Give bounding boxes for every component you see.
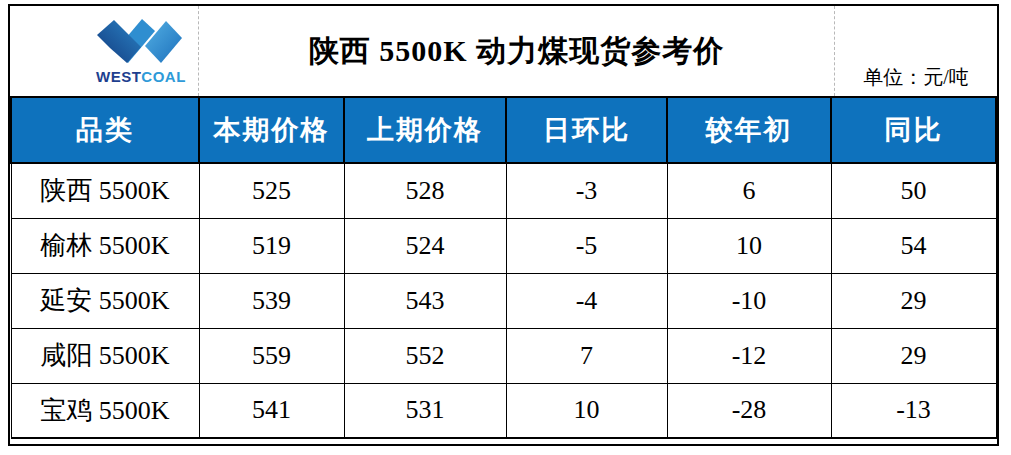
value-cell: 54 [831,218,996,273]
column-header: 上期价格 [344,97,506,163]
value-cell: 528 [344,163,506,218]
value-cell: -12 [667,328,831,383]
column-header: 日环比 [506,97,667,163]
value-cell: 10 [506,383,667,438]
value-cell: 552 [344,328,506,383]
unit-section: 单位：元/吨 [834,6,997,96]
logo-word-coal: COAL [141,68,186,85]
price-table-card: WESTCOAL 陕西 5500K 动力煤现货参考价 单位：元/吨 品类本期价格… [8,4,999,446]
westcoal-logo-icon [97,18,183,66]
value-cell: 539 [199,273,344,328]
table-row: 陕西 5500K525528-3650 [11,163,996,218]
table-row: 榆林 5500K519524-51054 [11,218,996,273]
value-cell: 50 [831,163,996,218]
value-cell: 519 [199,218,344,273]
value-cell: 531 [344,383,506,438]
table-row: 宝鸡 5500K54153110-28-13 [11,383,996,438]
value-cell: -10 [667,273,831,328]
value-cell: -13 [831,383,996,438]
westcoal-logo: WESTCOAL [96,18,184,85]
category-cell: 宝鸡 5500K [11,383,199,438]
column-header: 品类 [11,97,199,163]
value-cell: 524 [344,218,506,273]
category-cell: 延安 5500K [11,273,199,328]
column-header: 同比 [831,97,996,163]
category-cell: 陕西 5500K [11,163,199,218]
value-cell: 525 [199,163,344,218]
table-header-row: 品类本期价格上期价格日环比较年初同比 [11,97,996,163]
logo-wordmark: WESTCOAL [96,68,184,85]
page-title: 陕西 5500K 动力煤现货参考价 [309,31,724,72]
title-section: 陕西 5500K 动力煤现货参考价 [199,6,834,96]
unit-label: 单位：元/吨 [863,64,969,91]
category-cell: 咸阳 5500K [11,328,199,383]
price-table: 品类本期价格上期价格日环比较年初同比 陕西 5500K525528-3650榆林… [10,96,997,439]
value-cell: 29 [831,328,996,383]
category-cell: 榆林 5500K [11,218,199,273]
column-header: 本期价格 [199,97,344,163]
table-row: 咸阳 5500K5595527-1229 [11,328,996,383]
value-cell: 541 [199,383,344,438]
value-cell: 559 [199,328,344,383]
value-cell: 543 [344,273,506,328]
column-header: 较年初 [667,97,831,163]
value-cell: 6 [667,163,831,218]
value-cell: 7 [506,328,667,383]
value-cell: -4 [506,273,667,328]
value-cell: -28 [667,383,831,438]
value-cell: -5 [506,218,667,273]
logo-word-west: WEST [96,68,141,85]
logo-section: WESTCOAL [10,6,199,96]
value-cell: 29 [831,273,996,328]
masthead: WESTCOAL 陕西 5500K 动力煤现货参考价 单位：元/吨 [10,6,997,96]
value-cell: 10 [667,218,831,273]
table-row: 延安 5500K539543-4-1029 [11,273,996,328]
value-cell: -3 [506,163,667,218]
